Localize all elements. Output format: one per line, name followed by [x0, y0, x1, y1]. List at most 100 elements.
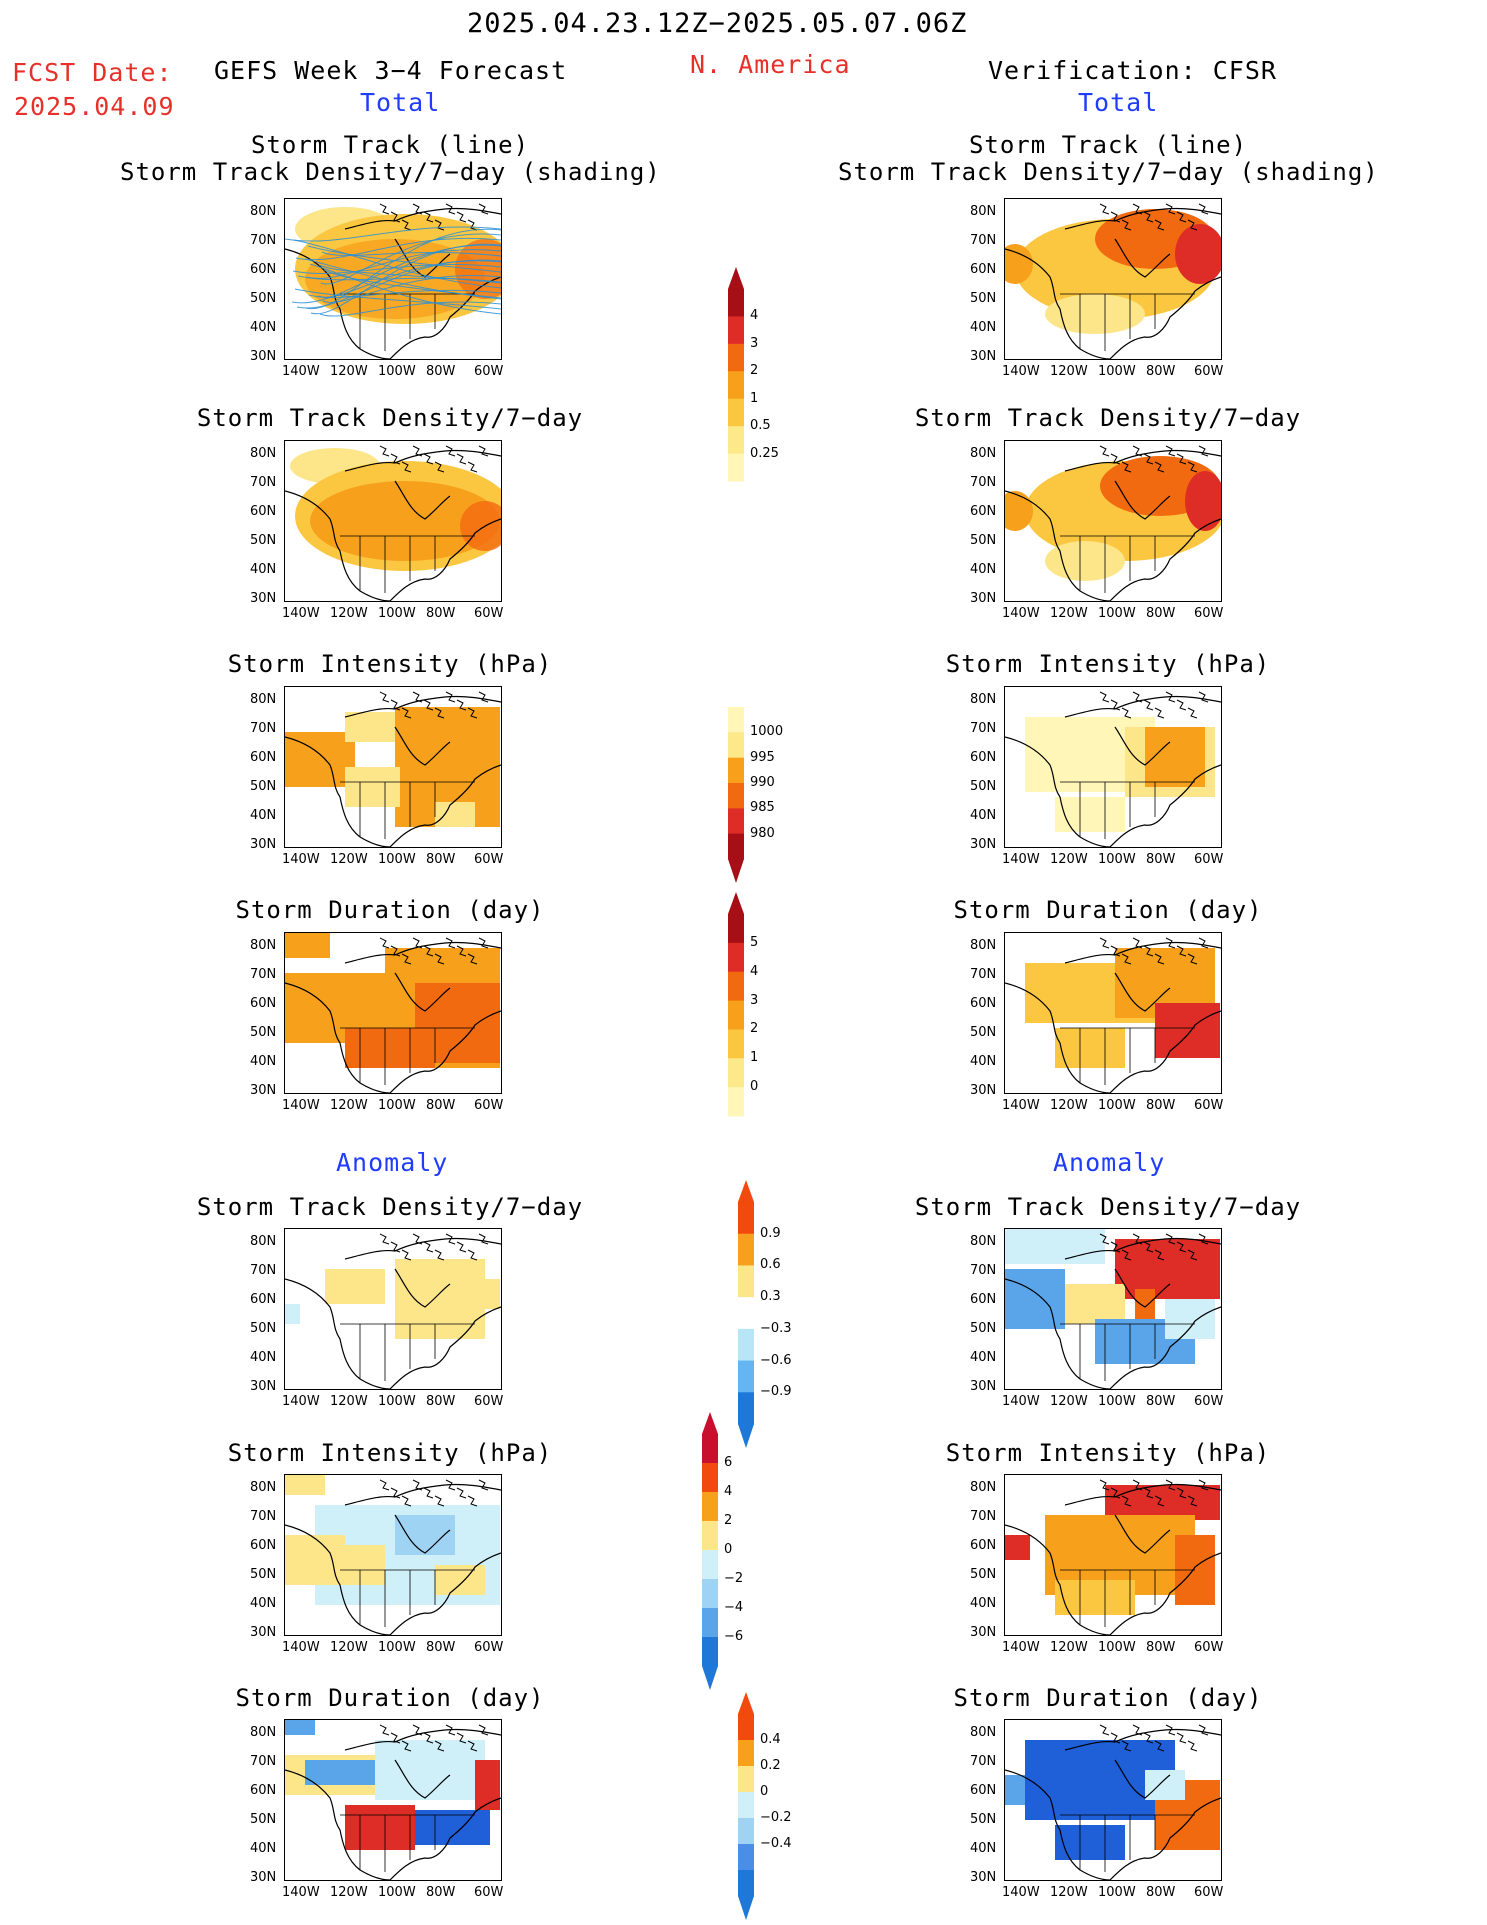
arctic-island: [1165, 203, 1176, 215]
lon-tick-label: 60W: [1194, 1885, 1224, 1900]
map-canvas: [285, 203, 501, 359]
arctic-island: [423, 453, 434, 465]
coastline: [1114, 238, 1171, 278]
lon-tick-label: 100W: [1098, 1394, 1136, 1409]
colorbar-tick-label: 4: [750, 963, 759, 979]
colorbar-swatch: [728, 426, 744, 455]
colorbar-swatch: [728, 398, 744, 427]
lat-tick-label: 30N: [250, 1625, 277, 1640]
arctic-island: [401, 1740, 412, 1752]
storm-track-line: [317, 260, 501, 298]
coastline: [285, 736, 501, 847]
shading-cell: [285, 1535, 345, 1585]
arctic-island: [456, 945, 467, 957]
map-panel-intensity-anom-right: [1004, 1474, 1222, 1636]
panel-title-density-anom-right: Storm Track Density/7−day: [914, 1193, 1302, 1221]
colorbar-swatch: [738, 1740, 754, 1767]
lat-tick-label: 80N: [250, 938, 277, 953]
arctic-island: [1110, 945, 1121, 957]
arctic-island: [1132, 203, 1143, 215]
colorbar-tick-label: −0.6: [760, 1352, 792, 1368]
arctic-island: [1099, 1233, 1110, 1245]
lat-tick-label: 40N: [970, 1841, 997, 1856]
coastline: [1114, 480, 1171, 520]
colorbar-swatch: [728, 914, 744, 944]
colorbar-swatch: [728, 316, 744, 345]
coastline: [1005, 1769, 1221, 1880]
shading-cell: [435, 1565, 485, 1595]
arctic-island: [390, 453, 401, 465]
arctic-island: [379, 1724, 390, 1736]
lat-tick-label: 50N: [250, 1025, 277, 1040]
period-title: 2025.04.23.12Z−2025.05.07.06Z: [467, 8, 968, 39]
colorbar-swatch: [738, 1202, 754, 1235]
colorbar-tick-label: 3: [750, 992, 759, 1008]
storm-track-line: [319, 301, 501, 317]
coastline: [1005, 982, 1221, 1093]
lat-tick-label: 70N: [250, 1754, 277, 1769]
shading-cell: [1165, 1299, 1215, 1339]
shading-cell: [345, 1545, 385, 1585]
arctic-island: [478, 203, 489, 215]
arctic-island: [1121, 1249, 1132, 1261]
arctic-island: [434, 1495, 445, 1507]
lon-tick-label: 140W: [282, 1394, 320, 1409]
arctic-island: [467, 219, 478, 231]
storm-track-line: [285, 226, 501, 242]
lat-tick-label: 30N: [250, 591, 277, 606]
map-canvas: [1005, 1724, 1221, 1880]
panel-title-duration-anom-left: Storm Duration (day): [235, 1684, 545, 1712]
lat-tick-label: 40N: [970, 1054, 997, 1069]
map-panel-density-left: [284, 440, 502, 602]
arctic-island: [1176, 945, 1187, 957]
colorbar-arrow-top: [702, 1412, 718, 1434]
arctic-island: [1110, 699, 1121, 711]
arctic-island: [1165, 1724, 1176, 1736]
lat-tick-label: 50N: [970, 533, 997, 548]
lat-tick-label: 60N: [970, 1292, 997, 1307]
shading-cell: [465, 1279, 500, 1309]
lat-tick-label: 60N: [970, 1783, 997, 1798]
arctic-island: [1187, 707, 1198, 719]
lat-tick-label: 70N: [970, 1263, 997, 1278]
arctic-island: [1198, 203, 1209, 215]
total-right-label: Total: [1078, 88, 1159, 117]
storm-track-line: [306, 249, 501, 279]
shading-cell: [1065, 1284, 1125, 1324]
arctic-island: [1143, 211, 1154, 223]
state-borders: [1060, 1027, 1195, 1085]
lat-tick-label: 50N: [250, 1812, 277, 1827]
lat-tick-label: 60N: [250, 750, 277, 765]
colorbar-tick-label: 990: [750, 775, 775, 790]
lat-tick-label: 30N: [250, 349, 277, 364]
lon-tick-label: 100W: [378, 1098, 416, 1113]
colorbar-swatch: [738, 1792, 754, 1819]
arctic-island: [1121, 953, 1132, 965]
colorbar-swatch: [728, 833, 744, 860]
lat-tick-label: 60N: [970, 504, 997, 519]
arctic-island: [1143, 453, 1154, 465]
arctic-island: [423, 1241, 434, 1253]
lat-tick-label: 60N: [970, 996, 997, 1011]
lat-tick-label: 70N: [250, 1509, 277, 1524]
lon-tick-label: 100W: [378, 1640, 416, 1655]
colorbar-swatch: [728, 1029, 744, 1059]
coastline: [285, 490, 501, 601]
colorbar-swatch: [738, 1233, 754, 1266]
shading-cell: [345, 1805, 415, 1850]
colorbar-tick-label: 985: [750, 800, 775, 816]
lon-tick-label: 60W: [474, 1394, 504, 1409]
storm-track-line: [305, 228, 501, 310]
arctic-island: [1154, 1740, 1165, 1752]
arctic-island: [1110, 211, 1121, 223]
state-borders: [340, 1569, 475, 1627]
lat-tick-label: 80N: [970, 204, 997, 219]
lat-tick-label: 80N: [970, 938, 997, 953]
arctic-island: [1198, 445, 1209, 457]
arctic-island: [478, 1233, 489, 1245]
shading-cell: [475, 1760, 500, 1810]
arctic-island: [1132, 1479, 1143, 1491]
lat-tick-label: 70N: [970, 475, 997, 490]
colorbar-tick-label: 0.25: [750, 445, 779, 461]
lat-tick-label: 80N: [970, 1234, 997, 1249]
